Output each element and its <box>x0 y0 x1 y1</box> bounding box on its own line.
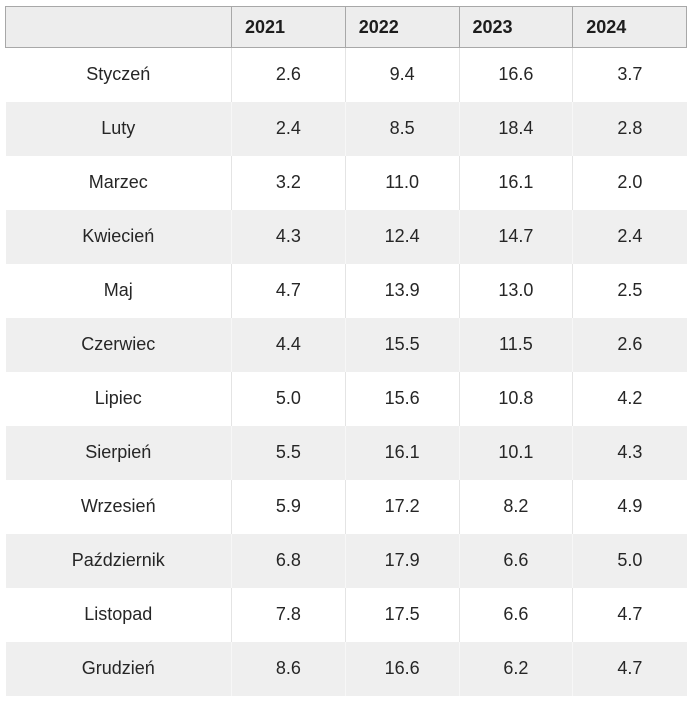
value-cell: 4.2 <box>572 371 687 426</box>
value-cell: 2.0 <box>572 155 687 210</box>
year-column-header: 2021 <box>231 6 346 48</box>
value-cell: 10.1 <box>458 425 573 480</box>
value-cell: 16.1 <box>344 425 459 480</box>
value-cell: 6.6 <box>458 533 573 588</box>
table-row: Kwiecień 4.3 12.4 14.7 2.4 <box>5 209 687 264</box>
value-cell: 3.7 <box>572 47 687 102</box>
value-cell: 7.8 <box>231 587 346 642</box>
year-column-header: 2023 <box>458 6 574 48</box>
value-cell: 18.4 <box>458 101 573 156</box>
month-cell: Październik <box>71 550 165 570</box>
value-cell: 6.6 <box>458 587 573 642</box>
value-cell: 13.9 <box>344 263 459 318</box>
value-cell: 9.4 <box>344 47 459 102</box>
month-cell: Grudzień <box>81 658 155 678</box>
table-row: Wrzesień 5.9 17.2 8.2 4.9 <box>6 479 687 534</box>
value-cell: 4.7 <box>231 263 346 318</box>
month-cell: Listopad <box>84 604 153 624</box>
value-cell: 16.1 <box>458 155 573 210</box>
table-row: Marzec 3.2 11.0 16.1 2.0 <box>6 155 687 210</box>
value-cell: 2.4 <box>231 101 346 156</box>
value-cell: 4.3 <box>231 209 346 264</box>
table-row: Luty 2.4 8.5 18.4 2.8 <box>5 101 687 156</box>
value-cell: 4.9 <box>572 479 687 534</box>
table-row: Grudzień 8.6 16.6 6.2 4.7 <box>5 641 687 696</box>
month-cell: Kwiecień <box>82 226 155 246</box>
value-cell: 10.8 <box>458 371 573 426</box>
value-cell: 4.7 <box>572 587 687 642</box>
value-cell: 5.9 <box>231 479 346 534</box>
value-cell: 11.5 <box>458 317 573 372</box>
value-cell: 4.3 <box>572 425 687 480</box>
value-cell: 2.6 <box>231 47 346 102</box>
value-cell: 6.8 <box>231 533 346 588</box>
value-cell: 8.5 <box>344 101 459 156</box>
monthly-values-table: 2021 2022 2023 2024 Styczeń 2.6 9.4 16.6 3.7 Lut… <box>5 6 687 696</box>
table-row: Styczeń 2.6 9.4 16.6 3.7 <box>6 47 687 102</box>
month-cell: Czerwiec <box>81 334 156 354</box>
table-container: 2021 2022 2023 2024 Styczeń 2.6 9.4 16.6 3.7 Lut… <box>5 6 687 696</box>
value-cell: 15.5 <box>344 317 459 372</box>
value-cell: 8.6 <box>231 641 346 696</box>
year-column-header: 2024 <box>572 6 687 48</box>
value-cell: 2.4 <box>572 209 687 264</box>
value-cell: 5.0 <box>231 371 346 426</box>
year-column-header: 2022 <box>344 6 460 48</box>
value-cell: 16.6 <box>458 47 573 102</box>
value-cell: 3.2 <box>231 155 346 210</box>
table-row: Sierpień 5.5 16.1 10.1 4.3 <box>5 425 687 480</box>
value-cell: 5.5 <box>231 425 346 480</box>
value-cell: 4.7 <box>572 641 687 696</box>
month-cell: Marzec <box>88 172 148 192</box>
value-cell: 11.0 <box>344 155 459 210</box>
value-cell: 6.2 <box>458 641 573 696</box>
month-cell: Wrzesień <box>80 496 156 516</box>
table-row: Październik 6.8 17.9 6.6 5.0 <box>5 533 687 588</box>
value-cell: 4.4 <box>231 317 346 372</box>
value-cell: 13.0 <box>458 263 573 318</box>
value-cell: 14.7 <box>458 209 573 264</box>
value-cell: 16.6 <box>344 641 459 696</box>
value-cell: 12.4 <box>344 209 459 264</box>
value-cell: 17.5 <box>344 587 459 642</box>
table-row: Listopad 7.8 17.5 6.6 4.7 <box>6 587 687 642</box>
corner-header-cell <box>5 6 232 48</box>
value-cell: 2.6 <box>572 317 687 372</box>
header-row: 2021 2022 2023 2024 <box>5 6 687 48</box>
value-cell: 17.2 <box>344 479 459 534</box>
month-cell: Styczeń <box>86 64 151 85</box>
month-cell: Luty <box>101 118 136 138</box>
month-cell: Sierpień <box>85 442 152 462</box>
value-cell: 2.8 <box>572 101 687 156</box>
table-row: Maj 4.7 13.9 13.0 2.5 <box>6 263 687 318</box>
value-cell: 15.6 <box>344 371 459 426</box>
month-cell: Lipiec <box>94 388 142 408</box>
value-cell: 17.9 <box>344 533 459 588</box>
table-row: Lipiec 5.0 15.6 10.8 4.2 <box>6 371 687 426</box>
value-cell: 2.5 <box>572 263 687 318</box>
month-cell: Maj <box>103 280 133 300</box>
value-cell: 5.0 <box>572 533 687 588</box>
value-cell: 8.2 <box>458 479 573 534</box>
table-row: Czerwiec 4.4 15.5 11.5 2.6 <box>5 317 687 372</box>
